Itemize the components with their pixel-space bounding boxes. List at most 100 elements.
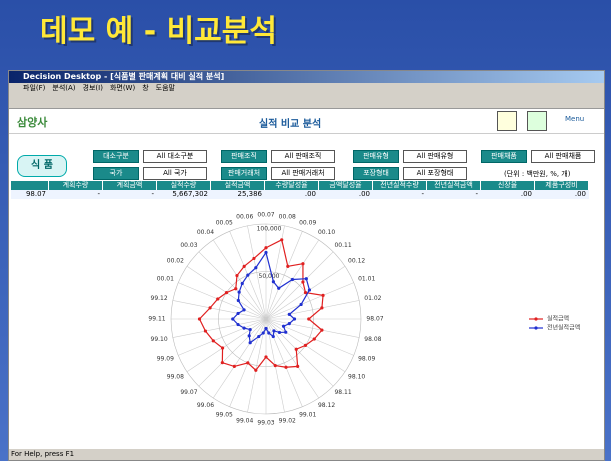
table-header: 전년실적수량 <box>373 181 427 190</box>
filter-label: 판매채품 <box>481 150 527 163</box>
point <box>307 317 311 321</box>
point <box>232 364 236 368</box>
filter-label: 판매유형 <box>353 150 399 163</box>
filter-value[interactable]: All 대소구분 <box>143 150 207 163</box>
point <box>237 290 241 294</box>
point <box>271 280 276 284</box>
axis-label: 00.05 <box>216 219 233 226</box>
point <box>292 317 297 321</box>
point <box>242 308 246 312</box>
menu-item[interactable]: 파일(F) <box>23 84 46 92</box>
slide-title: 데모 예 - 비교분석 <box>40 14 277 49</box>
chart-area: 00.07 00.08 00.09 00.10 00.11 00.12 01.01 01.02… <box>9 199 604 449</box>
filter-value[interactable]: All 판매유형 <box>403 150 467 163</box>
table-cell: - <box>373 190 427 199</box>
axis-label: 99.12 <box>151 295 168 302</box>
menu-item[interactable]: 창 <box>142 84 149 92</box>
point <box>246 273 250 277</box>
point <box>301 280 305 284</box>
axis-label: 99.03 <box>257 420 274 427</box>
point <box>264 355 268 359</box>
filter-label: 대소구분 <box>93 150 139 163</box>
axis-label: 00.02 <box>167 258 184 265</box>
menu-item[interactable]: 화면(W) <box>109 84 136 92</box>
main-filter[interactable]: 식 품 <box>17 155 67 177</box>
axis-label: 00.03 <box>180 242 197 249</box>
point <box>261 331 265 335</box>
point <box>224 291 229 295</box>
unit-note: (단위 : 백만원, %, 개) <box>504 170 571 178</box>
point <box>211 339 215 343</box>
point <box>303 343 308 347</box>
r-tick-label: 100,000 <box>257 226 282 233</box>
point <box>273 363 277 368</box>
point <box>242 264 246 268</box>
point <box>272 329 276 333</box>
filter-label: 판매거래처 <box>221 167 267 180</box>
axis-label: 00.09 <box>299 219 316 226</box>
table-header: 실적수량 <box>157 181 211 190</box>
toolbar <box>9 94 604 109</box>
point <box>242 326 246 330</box>
axis-label: 99.07 <box>180 389 197 396</box>
map-button[interactable] <box>527 111 547 131</box>
axis-label: 99.01 <box>299 412 316 419</box>
menu-item[interactable]: 도움말 <box>155 84 175 92</box>
point <box>236 322 240 327</box>
table-cell: .00 <box>535 190 589 199</box>
axis-label: 00.11 <box>334 242 351 249</box>
filter-value[interactable]: All 국가 <box>143 167 207 180</box>
filter-value[interactable]: All 판매조직 <box>271 150 335 163</box>
logo: 삼양사 <box>17 116 48 129</box>
axis-label: 99.08 <box>167 373 184 380</box>
menu-item[interactable]: 분석(A) <box>52 84 76 92</box>
point <box>220 346 225 350</box>
axis-label: 99.10 <box>151 336 168 343</box>
table-header: 신장율 <box>481 181 535 190</box>
point <box>236 311 240 316</box>
table-cell: - <box>103 190 157 199</box>
table-header: 실적금액 <box>211 181 265 190</box>
table-header: 전년실적금액 <box>427 181 481 190</box>
point <box>304 277 308 281</box>
point <box>254 266 258 270</box>
axis-label: 00.06 <box>236 213 253 220</box>
point <box>216 297 220 301</box>
point <box>203 329 208 333</box>
filter-value[interactable]: All 판매채품 <box>531 150 595 163</box>
axis-label: 00.04 <box>197 229 214 236</box>
table-cell: 5,667,302 <box>157 190 211 199</box>
point <box>281 324 286 328</box>
point <box>312 337 316 341</box>
table-header: 계획수량 <box>49 181 103 190</box>
axis-label: 98.12 <box>318 402 335 409</box>
point <box>271 334 275 339</box>
table-header: 수량달성율 <box>265 181 319 190</box>
point <box>252 256 256 261</box>
chart-button[interactable] <box>497 111 517 131</box>
grid-circle <box>170 223 362 415</box>
axis-label: 98.10 <box>348 373 365 380</box>
point <box>248 327 252 332</box>
table-cell: 98.07 <box>11 190 49 199</box>
table-cell: - <box>427 190 481 199</box>
axis-label: 00.01 <box>157 276 174 283</box>
filter-value[interactable]: All 판매거래처 <box>271 167 335 180</box>
point <box>296 364 300 368</box>
point <box>236 298 240 303</box>
point <box>235 273 239 278</box>
point <box>208 306 212 310</box>
menu-item[interactable]: 경보(I) <box>82 84 103 92</box>
menu-bar: 파일(F) 분석(A) 경보(I) 화면(W) 창 도움말 <box>9 83 604 94</box>
axis-label: 00.10 <box>318 229 335 236</box>
point <box>264 326 268 331</box>
point <box>197 317 202 321</box>
menu-button[interactable]: Menu <box>565 115 585 123</box>
filter-value[interactable]: All 포장형태 <box>403 167 467 180</box>
filter-label: 판매조직 <box>221 150 267 163</box>
r-tick-label: 50,000 <box>259 273 280 280</box>
point <box>246 361 250 365</box>
filter-label: 국가 <box>93 167 139 180</box>
point <box>321 293 325 297</box>
